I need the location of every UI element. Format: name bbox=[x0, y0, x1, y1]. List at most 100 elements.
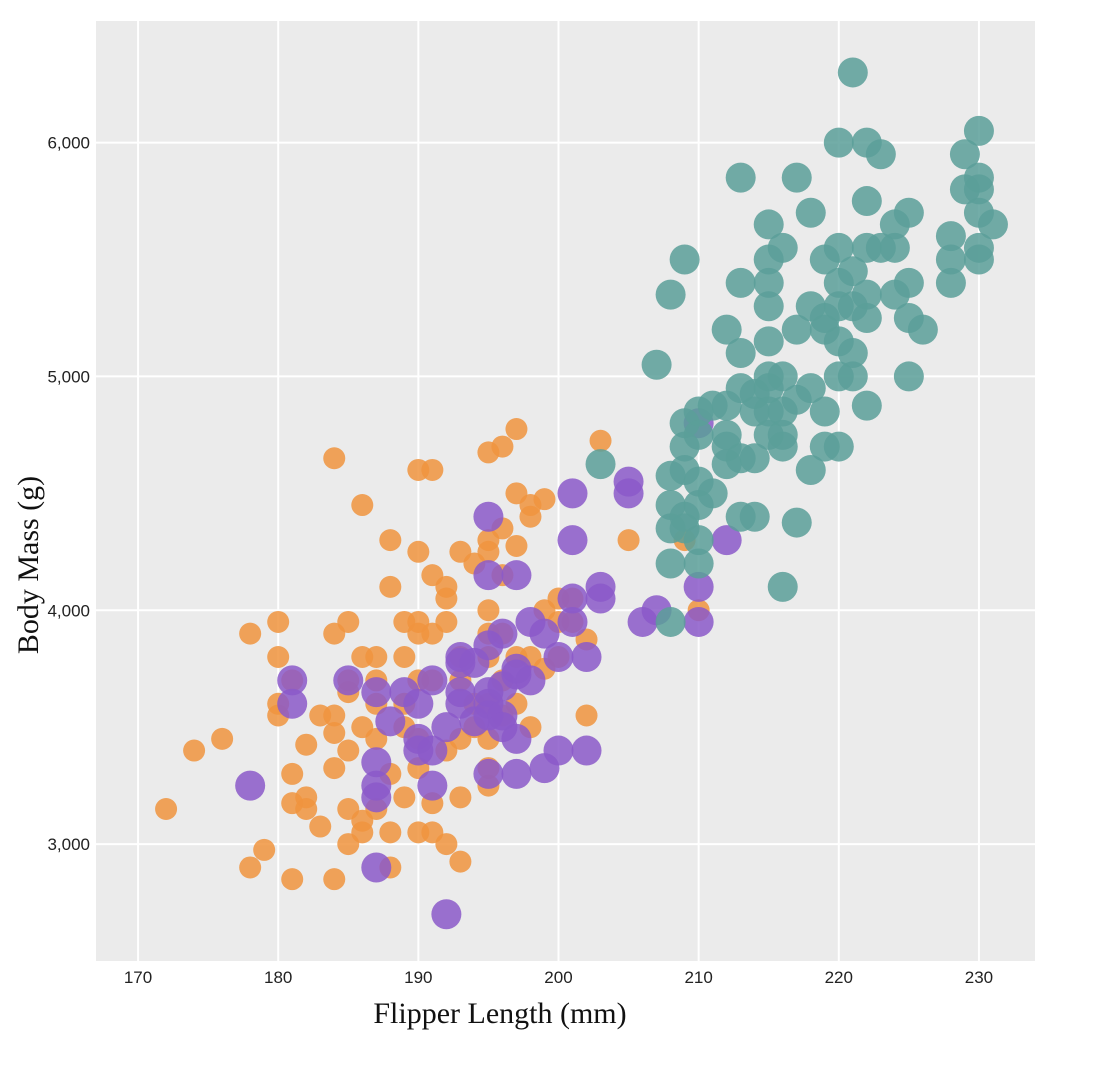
data-point-series-3 bbox=[809, 396, 840, 427]
data-point-series-2 bbox=[361, 852, 392, 883]
data-point-series-3 bbox=[963, 115, 994, 146]
data-point-series-1 bbox=[449, 850, 472, 873]
data-point-series-3 bbox=[837, 256, 868, 287]
data-point-series-3 bbox=[725, 162, 756, 193]
data-point-series-2 bbox=[375, 706, 406, 737]
data-point-series-3 bbox=[781, 314, 812, 345]
data-point-series-2 bbox=[417, 735, 448, 766]
data-point-series-1 bbox=[379, 821, 402, 844]
y-tick-label: 3,000 bbox=[47, 835, 90, 854]
data-point-series-3 bbox=[767, 361, 798, 392]
data-point-series-3 bbox=[949, 139, 980, 170]
data-point-series-2 bbox=[431, 712, 462, 743]
x-tick-label: 180 bbox=[264, 968, 292, 987]
data-point-series-3 bbox=[851, 186, 882, 217]
data-point-series-1 bbox=[295, 733, 318, 756]
data-point-series-2 bbox=[557, 525, 588, 556]
data-point-series-2 bbox=[361, 747, 392, 778]
data-point-series-1 bbox=[379, 575, 402, 598]
data-point-series-3 bbox=[907, 314, 938, 345]
data-point-series-3 bbox=[865, 139, 896, 170]
data-point-series-1 bbox=[505, 534, 528, 557]
data-point-series-2 bbox=[585, 583, 616, 614]
x-tick-label: 190 bbox=[404, 968, 432, 987]
data-point-series-2 bbox=[543, 735, 574, 766]
data-point-series-1 bbox=[183, 739, 206, 762]
data-point-series-3 bbox=[641, 349, 672, 380]
data-point-series-2 bbox=[613, 478, 644, 509]
data-point-series-1 bbox=[239, 622, 262, 645]
y-tick-label: 6,000 bbox=[47, 134, 90, 153]
y-axis-title: Body Mass (g) bbox=[12, 476, 45, 654]
data-point-series-2 bbox=[683, 606, 714, 637]
data-point-series-3 bbox=[767, 232, 798, 263]
data-point-series-3 bbox=[893, 197, 924, 228]
data-point-series-3 bbox=[795, 454, 826, 485]
data-point-series-1 bbox=[295, 798, 318, 821]
data-point-series-1 bbox=[351, 494, 374, 517]
data-point-series-3 bbox=[795, 197, 826, 228]
data-point-series-3 bbox=[935, 267, 966, 298]
data-point-series-3 bbox=[697, 478, 728, 509]
data-point-series-1 bbox=[337, 739, 360, 762]
x-tick-label: 230 bbox=[965, 968, 993, 987]
data-point-series-2 bbox=[235, 770, 266, 801]
data-point-series-1 bbox=[309, 815, 332, 838]
data-point-series-1 bbox=[435, 587, 458, 610]
data-point-series-1 bbox=[533, 488, 556, 511]
data-point-series-2 bbox=[431, 899, 462, 930]
data-point-series-3 bbox=[683, 548, 714, 579]
data-point-series-3 bbox=[725, 267, 756, 298]
data-point-series-3 bbox=[739, 443, 770, 474]
data-point-series-3 bbox=[781, 162, 812, 193]
data-point-series-2 bbox=[543, 642, 574, 673]
data-point-series-2 bbox=[571, 642, 602, 673]
data-point-series-3 bbox=[837, 361, 868, 392]
data-point-series-3 bbox=[851, 390, 882, 421]
data-point-series-1 bbox=[253, 838, 276, 861]
data-point-series-3 bbox=[823, 232, 854, 263]
data-point-series-3 bbox=[683, 419, 714, 450]
data-point-series-2 bbox=[515, 665, 546, 696]
x-tick-label: 200 bbox=[544, 968, 572, 987]
data-point-series-1 bbox=[477, 540, 500, 563]
data-point-series-1 bbox=[281, 762, 304, 785]
data-point-series-1 bbox=[421, 458, 444, 481]
data-point-series-3 bbox=[893, 267, 924, 298]
data-point-series-3 bbox=[781, 507, 812, 538]
data-point-series-1 bbox=[449, 786, 472, 809]
y-tick-label: 5,000 bbox=[47, 367, 90, 386]
data-point-series-1 bbox=[323, 868, 346, 891]
data-point-series-2 bbox=[487, 618, 518, 649]
data-point-series-3 bbox=[893, 361, 924, 392]
x-tick-label: 220 bbox=[825, 968, 853, 987]
data-point-series-3 bbox=[935, 244, 966, 275]
y-tick-label: 4,000 bbox=[47, 601, 90, 620]
data-point-series-2 bbox=[277, 688, 308, 719]
data-point-series-1 bbox=[323, 722, 346, 745]
data-point-series-3 bbox=[837, 338, 868, 369]
data-point-series-3 bbox=[963, 244, 994, 275]
data-point-series-1 bbox=[379, 529, 402, 552]
data-point-series-1 bbox=[155, 798, 178, 821]
data-point-series-2 bbox=[473, 560, 504, 591]
data-point-series-3 bbox=[767, 571, 798, 602]
data-point-series-3 bbox=[823, 431, 854, 462]
data-point-series-3 bbox=[655, 279, 686, 310]
data-point-series-1 bbox=[589, 429, 612, 452]
data-point-series-3 bbox=[851, 302, 882, 333]
data-point-series-2 bbox=[571, 735, 602, 766]
data-point-series-1 bbox=[491, 435, 514, 458]
data-point-series-1 bbox=[393, 646, 416, 669]
data-point-series-3 bbox=[767, 431, 798, 462]
data-point-series-2 bbox=[361, 677, 392, 708]
data-point-series-2 bbox=[473, 501, 504, 532]
data-point-series-2 bbox=[557, 583, 588, 614]
data-point-series-1 bbox=[239, 856, 262, 879]
data-point-series-1 bbox=[365, 646, 388, 669]
data-point-series-2 bbox=[277, 665, 308, 696]
data-point-series-3 bbox=[753, 326, 784, 357]
data-point-series-1 bbox=[337, 610, 360, 633]
data-point-series-3 bbox=[879, 232, 910, 263]
